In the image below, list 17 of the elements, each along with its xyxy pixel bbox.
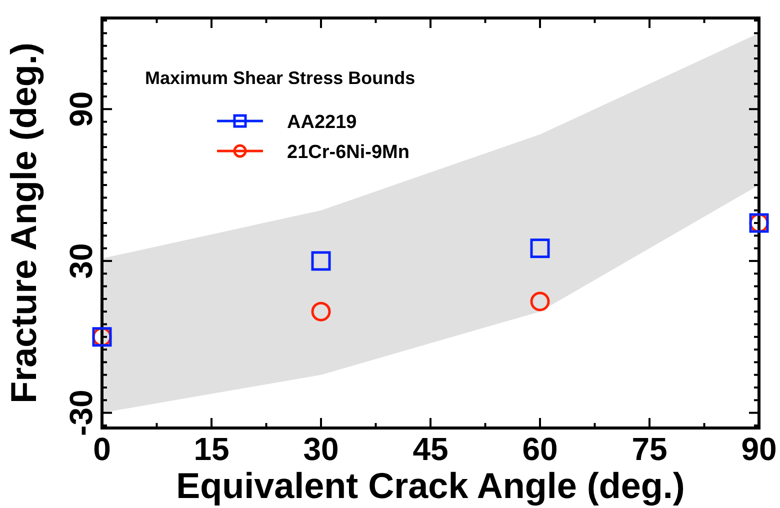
x-tick-label: 15: [194, 431, 230, 467]
y-tick-label: 30: [63, 243, 99, 279]
x-tick-label: 45: [412, 431, 448, 467]
y-tick-label: 90: [63, 91, 99, 127]
legend-title: Maximum Shear Stress Bounds: [145, 68, 416, 88]
y-axis-title: Fracture Angle (deg.): [3, 42, 44, 404]
legend-label: AA2219: [287, 112, 357, 133]
x-tick-label: 90: [741, 431, 777, 467]
point: [311, 302, 331, 322]
legend-label: 21Cr-6Ni-9Mn: [287, 142, 410, 163]
point: [530, 238, 550, 258]
point: [530, 292, 550, 312]
x-axis-title: Equivalent Crack Angle (deg.): [176, 465, 685, 506]
point: [311, 251, 331, 271]
x-tick-label: 75: [632, 431, 668, 467]
x-tick-label: 60: [522, 431, 558, 467]
x-tick-label: 30: [303, 431, 339, 467]
